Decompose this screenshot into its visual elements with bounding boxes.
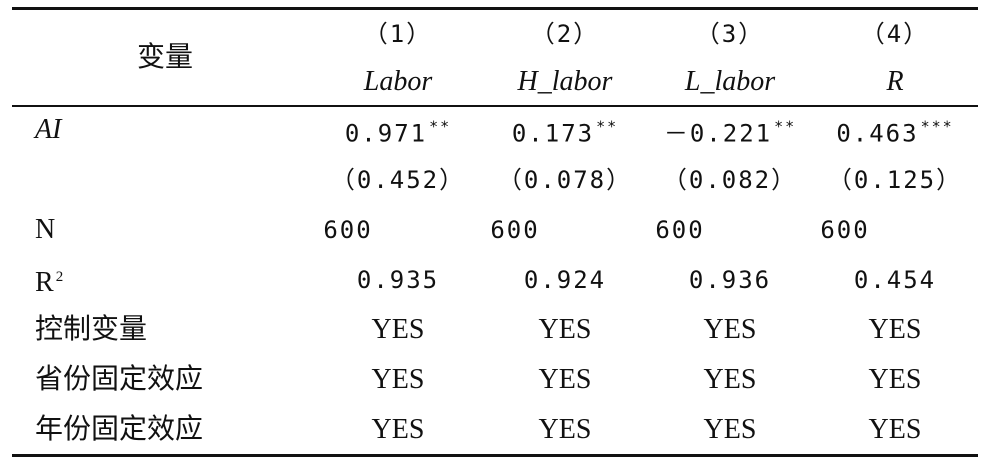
row-label: 省份固定效应 bbox=[35, 362, 203, 398]
cell-value: YES bbox=[703, 314, 757, 345]
row-label-text: 控制变量 bbox=[35, 314, 148, 345]
cell-value: YES bbox=[868, 414, 922, 445]
column-number: （1） bbox=[363, 20, 433, 48]
column-number: （3） bbox=[695, 20, 765, 48]
bottom-rule bbox=[12, 454, 978, 457]
cell: YES bbox=[372, 312, 425, 348]
row-label-text: 省份固定效应 bbox=[35, 364, 204, 395]
row-label: N bbox=[35, 212, 55, 248]
cell-value: 0.463 bbox=[836, 119, 919, 148]
cell-value: 0.971 bbox=[344, 119, 428, 148]
cell: 600 bbox=[820, 212, 869, 248]
cell-value: YES bbox=[868, 314, 922, 345]
cell-value: YES bbox=[868, 364, 922, 395]
significance-stars: ** bbox=[429, 117, 452, 136]
cell-value: YES bbox=[371, 314, 425, 345]
cell: 0.454 bbox=[854, 262, 936, 298]
cell: 0.924 bbox=[524, 262, 606, 298]
cell: 0.173 ** bbox=[512, 109, 618, 152]
column-number: （4） bbox=[860, 20, 930, 48]
cell: 600 bbox=[490, 212, 539, 248]
row-label: 控制变量 bbox=[35, 312, 147, 348]
cell: 0.463 *** bbox=[836, 109, 953, 152]
cell-value: 0.454 bbox=[853, 266, 937, 294]
row-label-text: N bbox=[35, 214, 56, 245]
top-rule bbox=[12, 7, 978, 10]
cell-value: YES bbox=[538, 314, 592, 345]
cell: （0.452） bbox=[331, 162, 465, 198]
cell: 0.936 bbox=[689, 262, 771, 298]
row-label-sup: 2 bbox=[55, 269, 64, 285]
row-label: 年份固定效应 bbox=[35, 412, 203, 448]
cell-value: YES bbox=[371, 414, 425, 445]
cell: （0.125） bbox=[828, 162, 962, 198]
cell-value: 0.924 bbox=[523, 266, 607, 294]
cell-value: 600 bbox=[820, 216, 870, 244]
row-label-text: 年份固定效应 bbox=[35, 414, 204, 445]
header-rule bbox=[12, 105, 978, 107]
cell-value: （0.452） bbox=[330, 166, 466, 194]
significance-stars: *** bbox=[920, 117, 954, 136]
cell-value: YES bbox=[703, 414, 757, 445]
significance-stars: ** bbox=[774, 117, 797, 136]
cell: YES bbox=[372, 362, 425, 398]
cell-value: 600 bbox=[655, 216, 705, 244]
column-name: H_labor bbox=[517, 66, 613, 97]
cell: YES bbox=[704, 312, 757, 348]
cell: （0.082） bbox=[663, 162, 797, 198]
column-number: （2） bbox=[530, 20, 600, 48]
cell: （0.078） bbox=[498, 162, 632, 198]
cell: YES bbox=[372, 412, 425, 448]
cell-value: 600 bbox=[323, 216, 373, 244]
cell-value: （0.082） bbox=[662, 166, 798, 194]
row-label-text: R bbox=[35, 267, 54, 298]
cell-value: （0.078） bbox=[497, 166, 633, 194]
row-label: AI bbox=[35, 112, 61, 148]
cell: YES bbox=[539, 362, 592, 398]
cell: －0.221 ** bbox=[664, 109, 796, 152]
cell: YES bbox=[869, 412, 922, 448]
cell-value: YES bbox=[703, 364, 757, 395]
column-name: L_labor bbox=[684, 66, 776, 97]
cell-value: 0.173 bbox=[511, 119, 595, 148]
cell: YES bbox=[869, 362, 922, 398]
cell: 600 bbox=[323, 212, 372, 248]
cell-value: YES bbox=[538, 414, 592, 445]
cell: YES bbox=[539, 412, 592, 448]
cell: YES bbox=[704, 362, 757, 398]
cell-value: 0.935 bbox=[356, 266, 440, 294]
cell: 600 bbox=[655, 212, 704, 248]
cell-value: YES bbox=[538, 364, 592, 395]
cell-value: （0.125） bbox=[827, 166, 963, 194]
cell: YES bbox=[704, 412, 757, 448]
cell: 0.935 bbox=[357, 262, 439, 298]
cell-value: 0.936 bbox=[688, 266, 772, 294]
cell: YES bbox=[539, 312, 592, 348]
column-name: Labor bbox=[363, 66, 433, 97]
column-name: R bbox=[886, 66, 904, 97]
variable-header: 变量 bbox=[136, 42, 194, 73]
cell-value: －0.221 bbox=[663, 119, 773, 148]
row-label-text: AI bbox=[35, 114, 62, 145]
significance-stars: ** bbox=[596, 117, 619, 136]
cell: 0.971 ** bbox=[345, 109, 451, 152]
cell-value: YES bbox=[371, 364, 425, 395]
cell-value: 600 bbox=[490, 216, 540, 244]
cell: YES bbox=[869, 312, 922, 348]
